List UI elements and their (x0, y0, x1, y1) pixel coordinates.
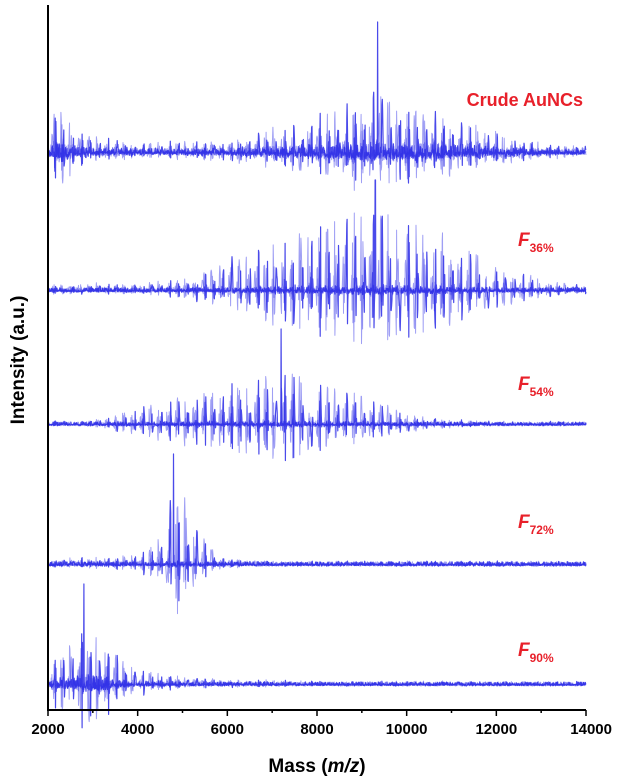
x-tick-label: 4000 (121, 721, 154, 738)
y-axis-title: Intensity (a.u.) (8, 296, 29, 425)
x-tick-label: 2000 (31, 721, 64, 738)
series-label-5: F90% (518, 640, 554, 665)
spectrum-series-3 (47, 328, 587, 462)
x-tick-label: 6000 (211, 721, 244, 738)
x-axis-title-italic: m/z (328, 756, 360, 777)
series-label-1: Crude AuNCs (467, 90, 583, 110)
series-label-subscript: 36% (530, 241, 554, 255)
x-axis-title-prefix: Mass ( (268, 756, 328, 777)
spectrum-trace-2-pass-1 (47, 179, 587, 338)
series-label-4: F72% (518, 512, 554, 537)
spectrum-trace-2-pass-3 (47, 214, 587, 345)
spectrum-trace-4-pass-2 (47, 506, 587, 615)
axes (47, 5, 586, 711)
spectrum-trace-1-pass-3 (47, 102, 587, 184)
series-label-main: F (518, 640, 531, 661)
plot-frame (47, 5, 586, 711)
series-label-3: F54% (518, 374, 554, 399)
series-label-subscript: 72% (530, 523, 554, 537)
x-axis-ticks: 2000 4000 6000 8000 10000 12000 14000 (31, 710, 612, 738)
series-label-2: F36% (518, 230, 554, 255)
spectrum-trace-2-pass-2 (47, 212, 587, 342)
x-axis-title: Mass (m/z) (268, 756, 365, 777)
x-axis-title-suffix: ) (359, 756, 365, 777)
spectrum-series-1 (47, 21, 587, 191)
spectrum-trace-1-pass-2 (47, 96, 587, 191)
spectrum-series-2 (47, 179, 587, 345)
spectrum-trace-5-pass-2 (47, 648, 587, 723)
x-tick-label: 14000 (570, 721, 612, 738)
spectrum-series-4 (47, 453, 587, 615)
spectrum-trace-5-pass-3 (47, 637, 587, 720)
spectrum-trace-3-pass-1 (47, 328, 587, 462)
spectrum-series-5 (47, 583, 587, 729)
spectrum-trace-5-pass-1 (47, 583, 587, 729)
spectrum-trace-3-pass-2 (47, 373, 587, 459)
series-label-subscript: 54% (530, 385, 554, 399)
x-tick-label: 8000 (300, 721, 333, 738)
spectrum-trace-3-pass-3 (47, 376, 587, 459)
spectrum-trace-4-pass-3 (47, 497, 587, 599)
series-label-main: F (518, 230, 531, 251)
series-label-main: F (518, 512, 531, 533)
spectra-layer (47, 21, 587, 729)
spectrum-trace-4-pass-1 (47, 453, 587, 602)
x-tick-label: 12000 (475, 721, 517, 738)
x-tick-label: 10000 (386, 721, 428, 738)
spectrum-trace-1-pass-1 (47, 21, 587, 184)
series-label-main: F (518, 374, 531, 395)
series-label-subscript: 90% (530, 651, 554, 665)
